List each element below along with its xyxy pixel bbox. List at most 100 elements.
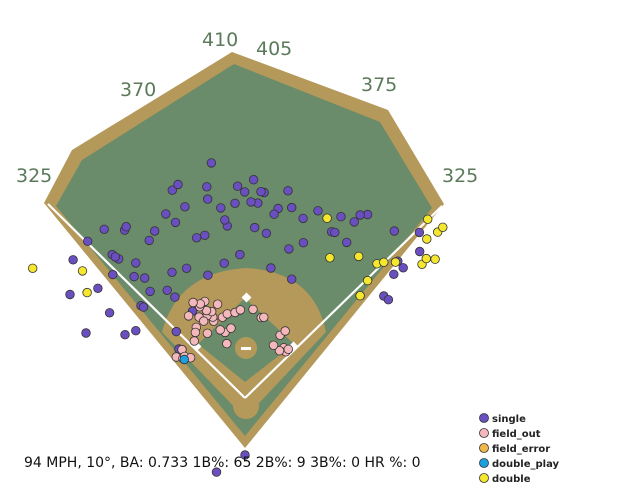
distance-right-center: 375: [361, 74, 397, 96]
point-single: [230, 198, 240, 209]
point-single: [313, 206, 323, 216]
point-single: [220, 215, 230, 225]
point-single: [191, 233, 202, 243]
point-single: [138, 302, 149, 312]
second-base: [241, 292, 252, 303]
point-single: [162, 285, 172, 296]
point-single: [206, 158, 217, 168]
point-single: [232, 181, 243, 191]
point-single: [235, 249, 245, 260]
point-single: [110, 252, 121, 262]
legend-marker-single: [479, 413, 489, 423]
distance-labels: 325 370 410 405 375 325: [16, 29, 478, 187]
legend-label-field-error: field_error: [492, 444, 550, 455]
batted-ball-points: [28, 158, 448, 477]
legend-marker-double: [479, 473, 489, 483]
point-field-out: [280, 326, 290, 336]
pitchers-rubber: [241, 347, 251, 350]
point-field-out: [202, 328, 213, 339]
point-single: [121, 221, 131, 232]
home-plate-circle: [233, 393, 259, 419]
distance-left-center: 370: [120, 79, 156, 101]
point-field-out: [283, 344, 294, 355]
point-single: [266, 263, 276, 273]
point-double: [438, 222, 448, 233]
point-single: [398, 263, 408, 273]
point-double: [362, 275, 373, 286]
point-single: [108, 269, 118, 280]
point-single: [415, 246, 425, 257]
point-single: [181, 263, 192, 274]
point-double: [390, 257, 401, 267]
point-field-out: [222, 309, 233, 319]
point-single: [203, 270, 213, 280]
point-field-out: [235, 305, 246, 315]
point-single: [298, 237, 309, 248]
legend: single field_out field_error double_play…: [479, 413, 560, 485]
point-single: [129, 271, 139, 282]
distance-center-left: 410: [202, 29, 238, 51]
point-single: [298, 213, 308, 224]
point-single: [93, 283, 103, 294]
point-double: [430, 254, 440, 264]
point-single: [139, 273, 150, 283]
point-single: [131, 258, 141, 268]
distance-right-line: 325: [442, 165, 478, 187]
legend-marker-field-out: [479, 428, 489, 438]
point-single: [120, 330, 130, 340]
distance-center-right: 405: [256, 38, 292, 60]
point-single: [173, 179, 183, 190]
point-field-out: [268, 340, 279, 351]
point-double: [423, 214, 433, 225]
point-single: [82, 236, 93, 247]
point-single: [342, 237, 352, 248]
point-single: [131, 326, 141, 336]
point-single: [216, 203, 226, 213]
point-field-out: [248, 304, 258, 315]
point-single: [249, 222, 260, 233]
point-single: [284, 244, 294, 254]
point-single: [283, 186, 293, 196]
point-single: [167, 267, 177, 278]
point-single: [219, 258, 229, 268]
point-double: [355, 291, 365, 301]
point-single: [170, 217, 181, 228]
point-double: [322, 213, 332, 223]
point-double: [421, 253, 432, 264]
point-single: [170, 292, 180, 302]
point-single: [211, 467, 222, 477]
foul-line-right: [244, 205, 443, 399]
point-single: [287, 274, 297, 284]
outfield-grass: [56, 64, 432, 436]
point-single: [149, 226, 160, 236]
point-field-out: [198, 316, 209, 326]
point-field-out: [222, 338, 232, 349]
legend-label-double-play: double_play: [492, 459, 560, 470]
point-field-out: [188, 297, 198, 308]
distance-left-line: 325: [16, 165, 52, 187]
point-double: [354, 251, 364, 262]
point-double-play: [179, 354, 190, 365]
point-single: [256, 186, 266, 197]
point-double: [325, 253, 335, 263]
point-single: [161, 209, 171, 219]
point-field-out: [259, 312, 269, 323]
point-single: [355, 210, 365, 220]
point-field-out: [274, 346, 285, 356]
point-field-out: [212, 299, 223, 309]
legend-marker-double-play: [479, 458, 489, 468]
point-single: [68, 255, 78, 265]
legend-label-double: double: [492, 474, 531, 485]
point-single: [261, 228, 272, 239]
point-single: [200, 230, 210, 241]
point-single: [389, 226, 400, 236]
point-double: [28, 263, 38, 274]
point-single: [246, 197, 256, 207]
point-field-out: [215, 325, 225, 335]
point-single: [287, 202, 297, 213]
point-double: [379, 257, 389, 268]
point-single: [336, 211, 346, 222]
point-field-out: [189, 336, 200, 346]
point-single: [81, 328, 91, 338]
stats-summary: 94 MPH, 10°, BA: 0.733 1B%: 65 2B%: 9 3B…: [24, 455, 421, 471]
